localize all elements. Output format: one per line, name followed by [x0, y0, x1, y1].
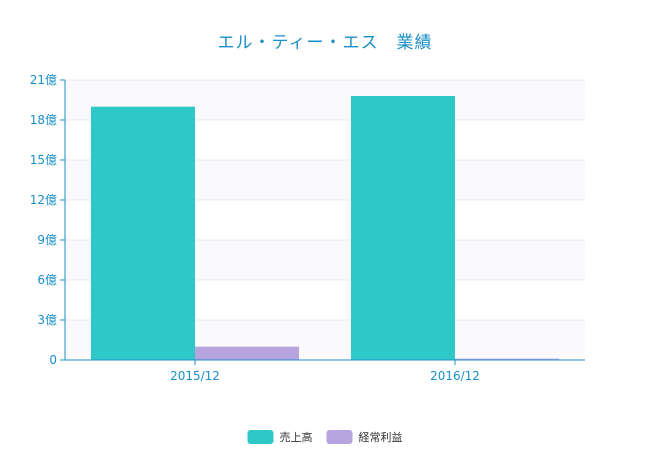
- x-tick-label: 2016/12: [430, 369, 480, 383]
- y-tick-label: 0: [49, 353, 57, 367]
- y-axis-ticks: 0 3億 6億 9億 12億 15億 18億 21億: [30, 73, 65, 367]
- bar-ordinary-profit[interactable]: [455, 358, 559, 360]
- y-tick-label: 12億: [30, 193, 57, 207]
- legend: 売上高 経常利益: [247, 430, 403, 444]
- y-tick-label: 9億: [37, 233, 57, 247]
- y-tick-label: 6億: [37, 273, 57, 287]
- legend-label[interactable]: 経常利益: [359, 430, 403, 444]
- y-tick-label: 3億: [37, 313, 57, 327]
- bar-ordinary-profit[interactable]: [195, 346, 299, 360]
- chart-title: エル・ティー・エス 業績: [217, 33, 433, 53]
- x-tick-label: 2015/12: [170, 369, 220, 383]
- y-tick-label: 21億: [30, 73, 57, 87]
- legend-swatch[interactable]: [326, 430, 353, 444]
- legend-label[interactable]: 売上高: [280, 430, 313, 444]
- bar-sales[interactable]: [351, 96, 455, 360]
- y-tick-label: 15億: [30, 153, 57, 167]
- bars: [91, 96, 559, 361]
- y-tick-label: 18億: [30, 113, 57, 127]
- bar-sales[interactable]: [91, 106, 195, 361]
- x-axis-ticks: 2015/12 2016/12: [170, 360, 480, 383]
- legend-swatch[interactable]: [247, 430, 274, 444]
- axes: [64, 80, 585, 361]
